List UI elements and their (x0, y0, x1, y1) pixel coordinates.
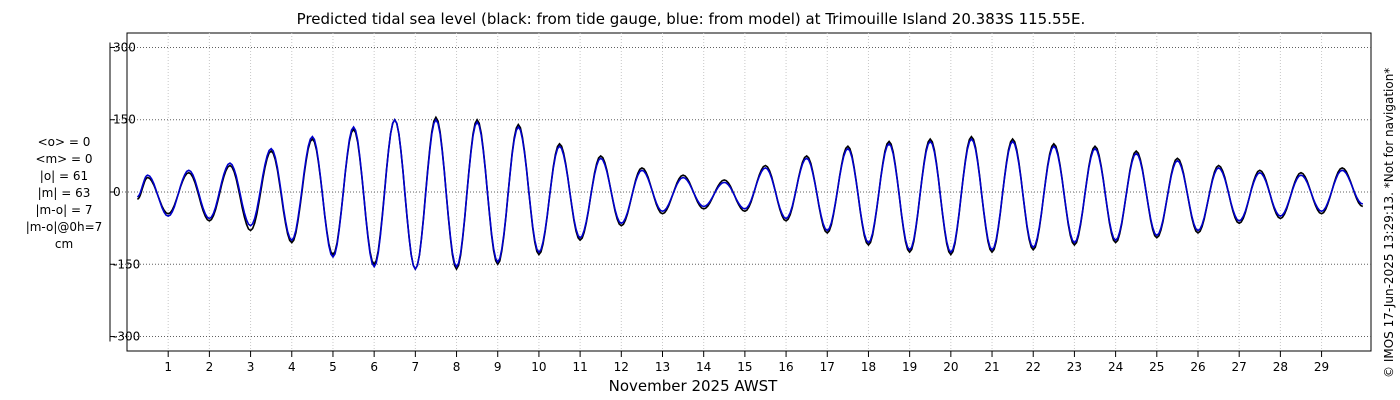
x-tick-label-27: 27 (1232, 360, 1247, 374)
x-tick-label-12: 12 (614, 360, 629, 374)
x-tick-label-22: 22 (1026, 360, 1041, 374)
x-tick-label-3: 3 (247, 360, 255, 374)
stats-text: <o> = 0 <m> = 0 |o| = 61 |m| = 63 |m-o| = 7 |… (26, 135, 103, 251)
x-tick-label-5: 5 (329, 360, 337, 374)
copyright-note: © IMOS 17-Jun-2025 13:29:13. *Not for na… (1382, 68, 1396, 378)
stat-line-6: cm (55, 237, 73, 251)
x-tick-label-9: 9 (494, 360, 502, 374)
x-tick-label-28: 28 (1273, 360, 1288, 374)
x-tick-label-29: 29 (1314, 360, 1329, 374)
x-tick-label-1: 1 (164, 360, 172, 374)
y-tick-label-300: 300 (113, 40, 136, 54)
x-tick-label-13: 13 (655, 360, 670, 374)
x-tick-label-11: 11 (572, 360, 587, 374)
y-axis-ticks: 300 150 0 -150 -300 (109, 40, 140, 344)
x-tick-label-7: 7 (412, 360, 420, 374)
stat-line-1: <m> = 0 (35, 152, 92, 166)
x-tick-label-10: 10 (531, 360, 546, 374)
x-tick-label-17: 17 (820, 360, 835, 374)
x-tick-label-18: 18 (861, 360, 876, 374)
x-axis-ticks: 1 2 3 4 5 6 7 8 9 10 11 12 13 14 15 16 17 18 19 20 21 22 23 24 2… (164, 351, 1329, 374)
x-tick-label-6: 6 (370, 360, 378, 374)
y-tick-label-0: 0 (113, 185, 121, 199)
x-tick-label-14: 14 (696, 360, 711, 374)
series-line-1 (136, 118, 1364, 271)
stat-line-0: <o> = 0 (38, 135, 91, 149)
x-tick-label-16: 16 (778, 360, 793, 374)
x-tick-label-15: 15 (737, 360, 752, 374)
y-tick-label-150: 150 (113, 113, 136, 127)
x-tick-label-25: 25 (1149, 360, 1164, 374)
x-tick-label-20: 20 (943, 360, 958, 374)
stat-line-4: |m-o| = 7 (36, 203, 93, 217)
x-tick-label-8: 8 (453, 360, 461, 374)
series-lines (136, 115, 1364, 271)
x-tick-label-19: 19 (902, 360, 917, 374)
x-tick-label-24: 24 (1108, 360, 1123, 374)
stat-line-2: |o| = 61 (40, 169, 88, 183)
chart-title: Predicted tidal sea level (black: from t… (297, 10, 1086, 28)
x-tick-label-2: 2 (206, 360, 214, 374)
x-tick-label-4: 4 (288, 360, 296, 374)
stat-line-5: |m-o|@0h=7 (26, 220, 103, 234)
y-tick-label--300: -300 (113, 330, 140, 344)
x-tick-label-26: 26 (1190, 360, 1205, 374)
grid-lines (110, 33, 1371, 351)
stat-line-3: |m| = 63 (38, 186, 91, 200)
x-tick-label-23: 23 (1067, 360, 1082, 374)
x-axis-label: November 2025 AWST (609, 377, 779, 395)
x-tick-label-21: 21 (984, 360, 999, 374)
y-tick-label--150: -150 (113, 257, 140, 271)
series-line-0 (136, 115, 1364, 271)
